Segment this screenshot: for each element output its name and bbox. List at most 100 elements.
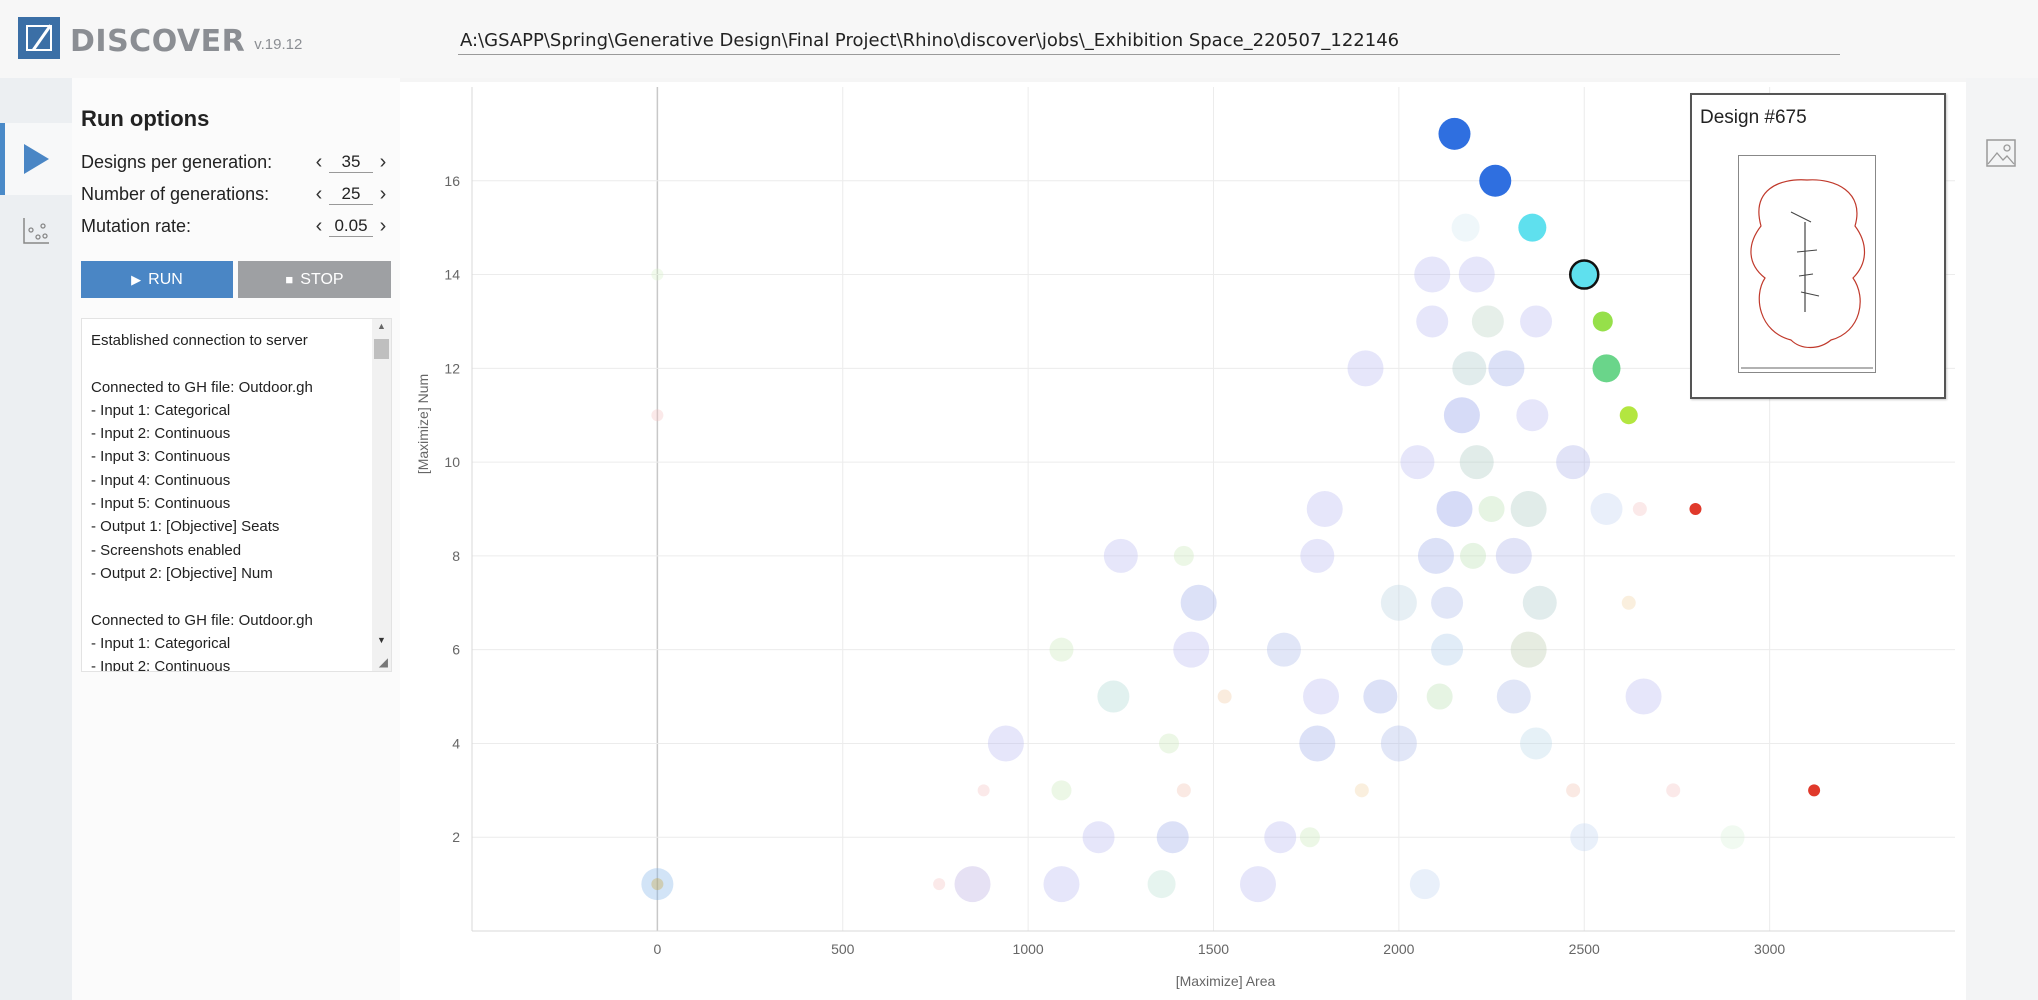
scatter-point[interactable] (1380, 725, 1417, 762)
chevron-left-icon[interactable]: ‹ (315, 214, 323, 237)
pareto-point[interactable] (1592, 354, 1621, 383)
log-scrollbar[interactable]: ▲ ▼ (372, 319, 391, 671)
scatter-point[interactable] (1173, 631, 1210, 668)
scatter-point[interactable] (651, 878, 664, 891)
scatter-point[interactable] (1414, 256, 1451, 293)
run-button[interactable]: ▶ RUN (81, 261, 233, 298)
pareto-point[interactable] (1619, 406, 1638, 425)
scatter-point[interactable] (1720, 825, 1745, 850)
scatter-point[interactable] (1520, 305, 1553, 338)
scatter-point[interactable] (1097, 680, 1130, 713)
scatter-point[interactable] (1566, 783, 1581, 798)
scatter-point[interactable] (1173, 545, 1194, 566)
scroll-down-icon[interactable]: ▼ (377, 635, 386, 645)
scatter-point[interactable] (954, 866, 991, 903)
scatter-point[interactable] (1159, 733, 1180, 754)
scatter-point[interactable] (1239, 866, 1276, 903)
scatter-point[interactable] (1496, 679, 1531, 714)
scatter-point[interactable] (1443, 397, 1480, 434)
scatter-point[interactable] (1380, 584, 1417, 621)
scatter-point[interactable] (1266, 632, 1301, 667)
pareto-point[interactable] (1479, 164, 1512, 197)
scatter-point[interactable] (1621, 595, 1636, 610)
log-scroll-thumb[interactable] (374, 339, 389, 359)
scatter-point[interactable] (987, 725, 1024, 762)
scatter-point[interactable] (1436, 491, 1473, 527)
scatter-point[interactable] (1431, 633, 1464, 666)
stop-button[interactable]: ■ STOP (238, 261, 391, 298)
scatter-point[interactable] (1103, 538, 1138, 573)
chevron-right-icon[interactable]: › (379, 182, 387, 205)
scatter-point[interactable] (1347, 350, 1384, 387)
scatter-point[interactable] (1043, 866, 1080, 903)
resize-handle-icon[interactable]: ◢ (378, 655, 388, 669)
scatter-point[interactable] (651, 268, 664, 281)
image-icon[interactable] (1985, 138, 2017, 168)
scatter-point[interactable] (1417, 537, 1454, 574)
scatter-point[interactable] (1306, 491, 1343, 527)
scatter-point[interactable] (1666, 783, 1681, 798)
job-path-input[interactable] (458, 26, 1840, 55)
scatter-point[interactable] (1363, 679, 1398, 714)
scatter-point[interactable] (1478, 496, 1505, 522)
scatter-point[interactable] (651, 409, 664, 422)
scatter-point[interactable] (1416, 305, 1449, 338)
pareto-point[interactable] (1808, 784, 1821, 797)
scatter-point[interactable] (1264, 821, 1297, 854)
scatter-point[interactable] (1451, 213, 1480, 242)
scatter-point[interactable] (1300, 538, 1335, 573)
mutation-rate-input[interactable] (329, 215, 373, 237)
scatter-point[interactable] (1632, 502, 1647, 516)
scatter-point[interactable] (1051, 780, 1072, 801)
selected-point[interactable] (1569, 259, 1600, 290)
pareto-point[interactable] (1592, 311, 1613, 332)
number-of-generations-input[interactable] (329, 183, 373, 205)
scatter-point[interactable] (1049, 637, 1074, 662)
scatter-point[interactable] (1409, 869, 1440, 900)
scatter-point[interactable] (1522, 585, 1557, 620)
chevron-right-icon[interactable]: › (379, 150, 387, 173)
pareto-point[interactable] (1689, 503, 1702, 515)
scatter-point[interactable] (1426, 683, 1453, 710)
scatter-point[interactable] (1510, 491, 1547, 527)
scatter-point[interactable] (977, 784, 990, 797)
pareto-point[interactable] (1438, 117, 1471, 150)
scatter-point[interactable] (1400, 445, 1435, 480)
scatter-point[interactable] (1460, 542, 1487, 569)
chevron-left-icon[interactable]: ‹ (315, 182, 323, 205)
tab-explore[interactable] (0, 195, 72, 267)
scatter-point[interactable] (1510, 631, 1547, 668)
scatter-point[interactable] (1516, 399, 1549, 432)
scatter-point[interactable] (1156, 821, 1189, 854)
scatter-point[interactable] (1556, 445, 1591, 480)
pareto-point[interactable] (1518, 213, 1547, 242)
design-preview-card[interactable]: Design #675 (1690, 93, 1946, 399)
scatter-chart[interactable]: 0 500 1000 1500 2000 2500 3000 2 4 6 8 10 12 14 16 [Ma… (400, 82, 1966, 1000)
scatter-point[interactable] (1180, 584, 1217, 621)
scatter-point[interactable] (1147, 870, 1176, 899)
scatter-point[interactable] (1570, 823, 1599, 852)
chevron-left-icon[interactable]: ‹ (315, 150, 323, 173)
log-console[interactable]: Established connection to server Connect… (81, 318, 392, 672)
scatter-point[interactable] (1176, 783, 1191, 798)
scatter-point[interactable] (1303, 678, 1340, 715)
scatter-point[interactable] (1625, 678, 1662, 715)
scatter-point[interactable] (1471, 305, 1504, 338)
scatter-point[interactable] (1217, 689, 1232, 704)
scatter-point[interactable] (1590, 493, 1623, 525)
scatter-point[interactable] (933, 878, 946, 891)
scatter-point[interactable] (1431, 586, 1464, 619)
tab-run[interactable] (0, 123, 72, 195)
scatter-point[interactable] (1488, 350, 1525, 387)
scatter-point[interactable] (1458, 256, 1495, 293)
designs-per-generation-input[interactable] (329, 151, 373, 173)
scatter-point[interactable] (1495, 537, 1532, 574)
scatter-point[interactable] (1459, 445, 1494, 480)
scroll-up-icon[interactable]: ▲ (377, 321, 386, 331)
chevron-right-icon[interactable]: › (379, 214, 387, 237)
scatter-point[interactable] (1354, 783, 1369, 798)
scatter-point[interactable] (1082, 821, 1115, 854)
scatter-point[interactable] (1299, 725, 1336, 762)
scatter-point[interactable] (1520, 727, 1553, 760)
scatter-point[interactable] (1299, 827, 1320, 848)
